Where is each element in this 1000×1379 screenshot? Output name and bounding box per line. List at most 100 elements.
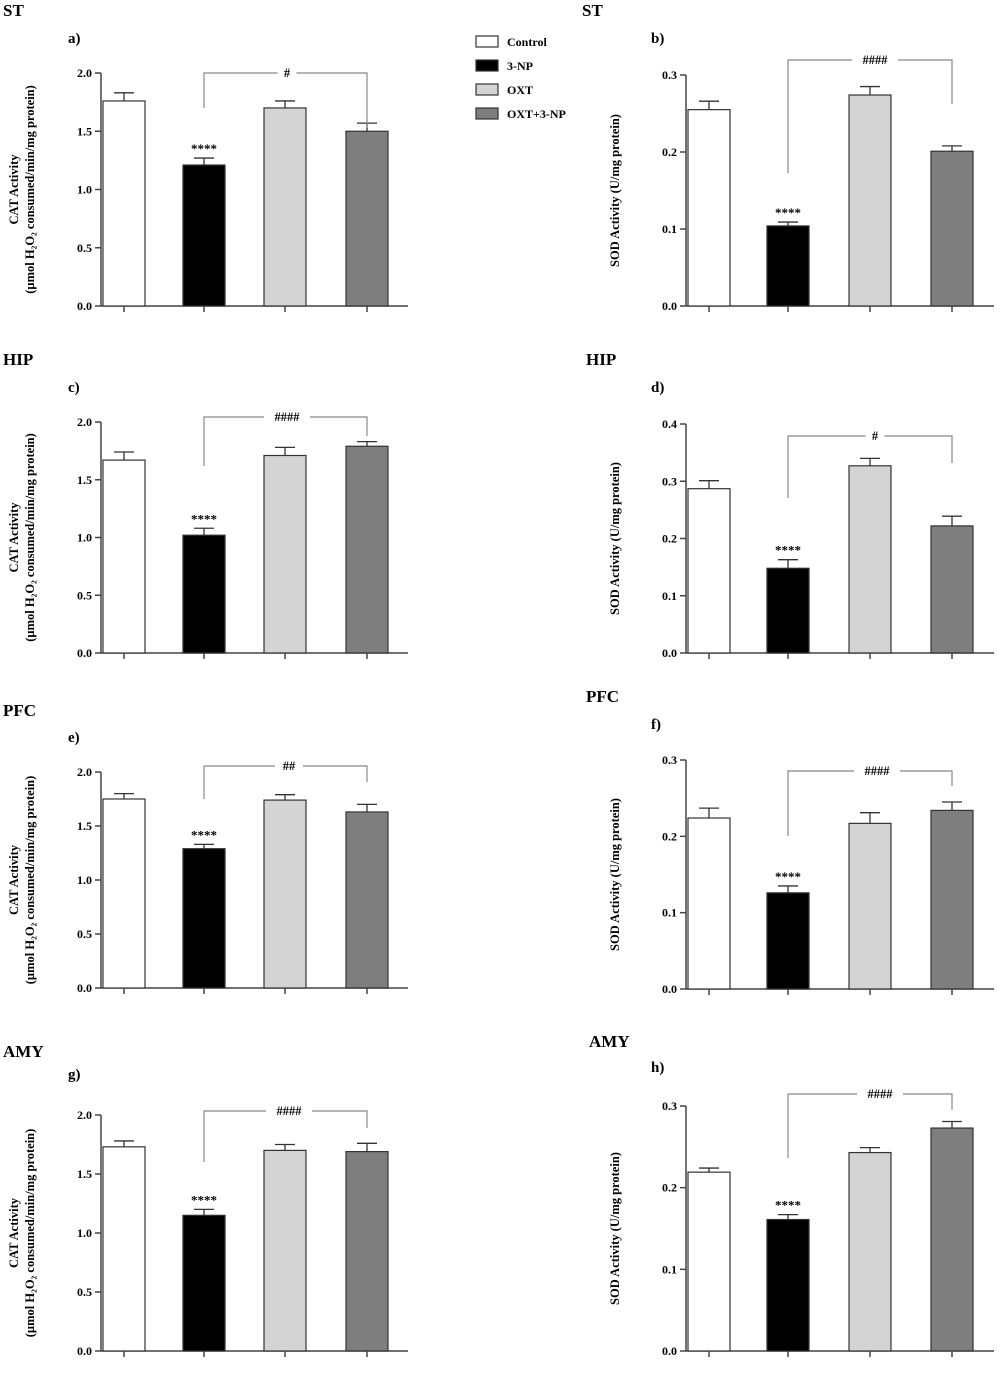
bar-oxt-3-np — [345, 445, 389, 654]
y-axis-label: SOD Activity (U/mg protein) — [608, 1152, 622, 1305]
legend-swatch — [475, 83, 499, 96]
y-tick-label: 0.3 — [662, 753, 677, 767]
comparison-bracket-left — [787, 770, 854, 836]
bar-3-np — [766, 567, 810, 654]
y-tick-label: 0.0 — [662, 646, 677, 660]
comparison-bracket-left — [203, 72, 278, 108]
y-tick-label: 0.0 — [662, 1344, 677, 1358]
comparison-bracket-right — [312, 1110, 368, 1128]
bar-3-np — [766, 892, 810, 990]
legend: Control 3-NP OXT OXT+3-NP — [475, 35, 566, 121]
panel-b: ST b) 0.0 0.1 0.2 0.3 SOD Activity (U/mg prote… — [582, 1, 994, 313]
bar-control — [687, 817, 731, 990]
comparison-hashes: ## — [283, 759, 296, 773]
panel-letter: a) — [68, 31, 81, 47]
y-axis-label: CAT Activity — [7, 844, 21, 915]
region-label: HIP — [586, 350, 616, 369]
comparison-hashes: # — [284, 66, 291, 80]
bar-3-np — [766, 225, 810, 307]
region-label: ST — [3, 1, 24, 20]
comparison-bracket-left — [203, 1110, 266, 1162]
y-tick-label: 2.0 — [77, 66, 92, 80]
y-tick-label: 0.5 — [77, 241, 92, 255]
y-tick-label: 0.2 — [662, 145, 677, 159]
y-tick-label: 2.0 — [77, 415, 92, 429]
legend-swatch — [475, 107, 499, 120]
legend-swatch — [475, 59, 499, 72]
comparison-bracket-right — [303, 765, 368, 782]
y-axis-label: SOD Activity (U/mg protein) — [608, 798, 622, 951]
y-tick-label: 0.3 — [662, 68, 677, 82]
comparison-bracket-right — [900, 770, 953, 786]
bar-control — [687, 109, 731, 307]
bar-3-np — [182, 534, 226, 654]
bar-3-np — [182, 164, 226, 307]
y-tick-label: 0.1 — [662, 1262, 677, 1276]
region-label: AMY — [589, 1032, 630, 1051]
y-axis-label: CAT Activity — [7, 1197, 21, 1268]
y-axis-label-units: (µmol H₂O₂ consumed/min/mg protein) — [23, 433, 37, 642]
panel-c: HIP c) 0.0 0.5 1.0 1.5 2.0 CAT Activity (µmol H₂… — [3, 350, 408, 660]
panel-letter: h) — [651, 1060, 664, 1076]
panel-h: AMY h) 0.0 0.1 0.2 0.3 SOD Activity (U/mg prot… — [589, 1032, 994, 1358]
panel-e: PFC e) 0.0 0.5 1.0 1.5 2.0 CAT Activity (µmol H₂… — [3, 701, 408, 995]
y-tick-label: 0.0 — [77, 1344, 92, 1358]
region-label: ST — [582, 1, 603, 20]
region-label: PFC — [586, 687, 619, 706]
y-tick-label: 0.3 — [662, 474, 677, 488]
comparison-bracket-left — [203, 765, 275, 799]
y-tick-label: 0.0 — [77, 981, 92, 995]
comparison-bracket-left — [787, 435, 866, 498]
comparison-bracket-right — [898, 59, 953, 104]
y-tick-label: 0.5 — [77, 927, 92, 941]
y-tick-label: 2.0 — [77, 1108, 92, 1122]
y-tick-label: 1.0 — [77, 1226, 92, 1240]
bar-oxt — [263, 454, 307, 654]
legend-label: OXT — [507, 83, 533, 97]
y-tick-label: 0.1 — [662, 222, 677, 236]
y-tick-label: 1.0 — [77, 873, 92, 887]
comparison-hashes: #### — [865, 764, 891, 778]
bar-3-np — [182, 1214, 226, 1352]
y-tick-label: 0.3 — [662, 1099, 677, 1113]
legend-label: OXT+3-NP — [507, 107, 566, 121]
y-axis-label-units: (µmol H₂O₂ consumed/min/mg protein) — [23, 776, 37, 985]
bar-oxt — [848, 465, 892, 654]
y-tick-label: 1.5 — [77, 124, 92, 138]
panel-letter: b) — [651, 31, 664, 47]
bar-3-np — [182, 848, 226, 989]
y-tick-label: 0.0 — [662, 299, 677, 313]
bar-3-np — [766, 1218, 810, 1352]
y-tick-label: 0.0 — [77, 646, 92, 660]
bar-control — [687, 488, 731, 654]
y-tick-label: 0.1 — [662, 906, 677, 920]
panel-g: AMY g) 0.0 0.5 1.0 1.5 2.0 CAT Activity (µmol H₂… — [3, 1042, 408, 1358]
legend-swatch — [475, 35, 499, 48]
y-tick-label: 1.5 — [77, 473, 92, 487]
y-tick-label: 0.0 — [662, 982, 677, 996]
comparison-bracket-right — [296, 72, 368, 128]
y-tick-label: 0.0 — [77, 299, 92, 313]
panel-letter: f) — [651, 717, 661, 733]
bar-oxt — [263, 107, 307, 307]
bar-oxt — [848, 822, 892, 990]
y-tick-label: 0.4 — [662, 417, 677, 431]
y-tick-label: 0.5 — [77, 588, 92, 602]
y-tick-label: 1.5 — [77, 819, 92, 833]
bar-oxt-3-np — [345, 130, 389, 307]
significance-stars: **** — [191, 1192, 217, 1207]
panel-letter: d) — [651, 380, 664, 396]
y-tick-label: 0.2 — [662, 829, 677, 843]
bar-control — [102, 459, 146, 654]
y-axis-label: CAT Activity — [7, 502, 21, 573]
significance-stars: **** — [191, 827, 217, 842]
bar-oxt-3-np — [930, 1127, 974, 1352]
y-axis-label: CAT Activity — [7, 154, 21, 225]
region-label: AMY — [3, 1042, 44, 1061]
y-tick-label: 2.0 — [77, 765, 92, 779]
significance-stars: **** — [775, 205, 801, 220]
bar-oxt-3-np — [930, 809, 974, 990]
bar-control — [102, 1146, 146, 1352]
legend-label: Control — [507, 35, 547, 49]
